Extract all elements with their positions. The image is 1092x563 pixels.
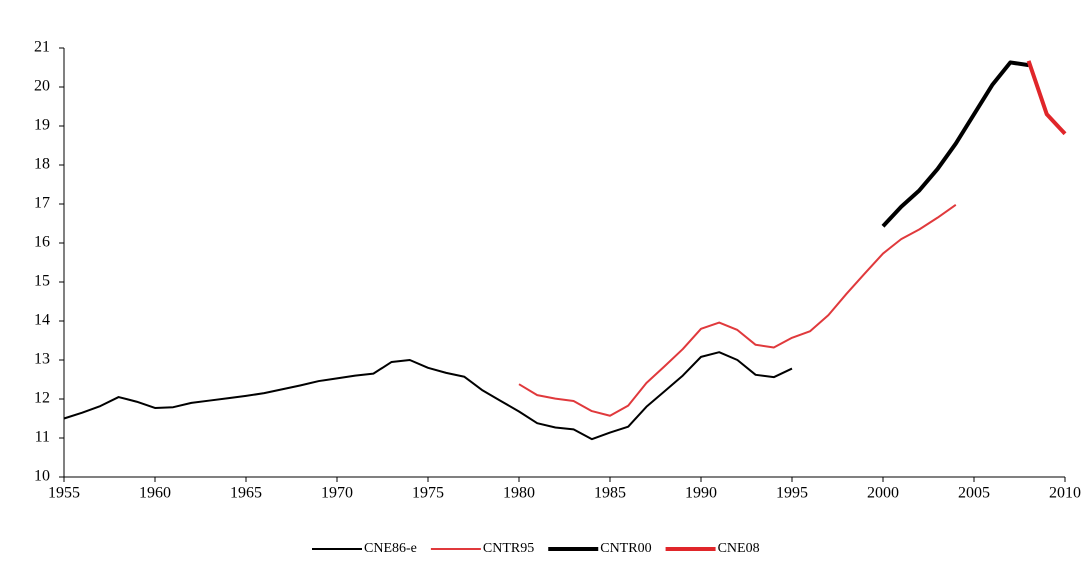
x-tick-label: 2010 <box>1049 485 1081 502</box>
legend-label: CNE08 <box>718 541 760 556</box>
y-tick-label: 12 <box>34 390 50 407</box>
y-tick-label: 19 <box>34 117 50 134</box>
x-tick-label: 1970 <box>321 485 353 502</box>
x-tick-label: 1990 <box>685 485 717 502</box>
y-tick-label: 10 <box>34 468 50 485</box>
x-tick-label: 1995 <box>776 485 808 502</box>
x-tick-label: 2000 <box>867 485 899 502</box>
x-tick-label: 2005 <box>958 485 990 502</box>
series-line <box>881 60 1029 228</box>
x-tick-label: 1975 <box>412 485 444 502</box>
x-tick-label: 1985 <box>594 485 626 502</box>
y-tick-label: 16 <box>34 234 50 251</box>
y-tick-label: 18 <box>34 156 50 173</box>
x-tick-label: 1960 <box>139 485 171 502</box>
legend-label: CNE86-e <box>364 541 417 556</box>
series-line <box>1026 60 1067 136</box>
x-tick-label: 1980 <box>503 485 535 502</box>
legend-label: CNTR95 <box>483 541 534 556</box>
y-tick-label: 21 <box>34 39 50 56</box>
y-tick-label: 17 <box>34 195 50 212</box>
legend: CNE86-e CNTR95 CNTR00 CNE08 <box>312 541 760 556</box>
y-tick-label: 14 <box>34 312 50 329</box>
y-tick-label: 15 <box>34 273 50 290</box>
x-tick-label: 1965 <box>230 485 262 502</box>
series-line <box>518 203 957 417</box>
legend-label: CNTR00 <box>600 541 651 556</box>
y-tick-label: 13 <box>34 351 50 368</box>
y-tick-label: 20 <box>34 78 50 95</box>
y-tick-label: 11 <box>35 429 50 446</box>
x-tick-label: 1955 <box>48 485 80 502</box>
series-line <box>63 351 793 441</box>
